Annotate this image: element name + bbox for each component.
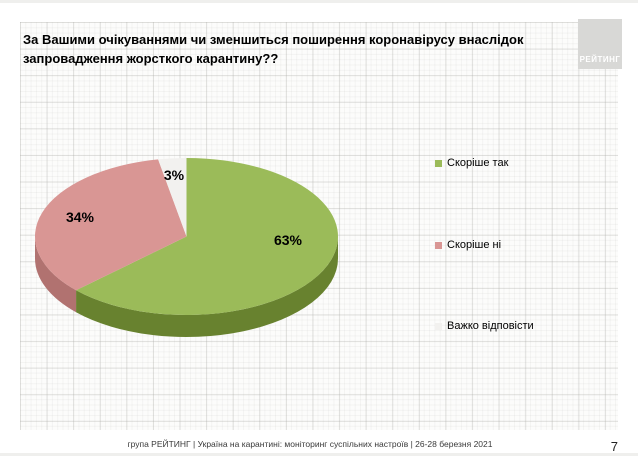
footer-source-text: група РЕЙТИНГ | Україна на карантині: мо… [127, 439, 493, 449]
legend-item-skorishe-tak: Скоріше так [435, 157, 508, 170]
chart-grid-background [20, 22, 618, 430]
rating-logo-text: РЕЙТИНГ [579, 55, 621, 64]
legend-swatch-gray [435, 323, 442, 330]
rating-group-logo: РЕЙТИНГ [578, 19, 622, 69]
slide-top-edge [0, 0, 638, 3]
slide-bottom-edge [0, 453, 638, 456]
legend-label: Важко відповісти [447, 320, 534, 332]
legend-item-vazhko-vidpovisty: Важко відповісти [435, 320, 534, 333]
legend-label: Скоріше ні [447, 239, 502, 251]
legend-item-skorishe-ni: Скоріше ні [435, 239, 501, 252]
legend-swatch-green [435, 160, 442, 167]
legend-swatch-pink [435, 242, 442, 249]
page-number: 7 [610, 439, 618, 454]
legend-label: Скоріше так [447, 157, 509, 169]
slide-title: За Вашими очікуваннями чи зменшиться пош… [23, 32, 524, 66]
